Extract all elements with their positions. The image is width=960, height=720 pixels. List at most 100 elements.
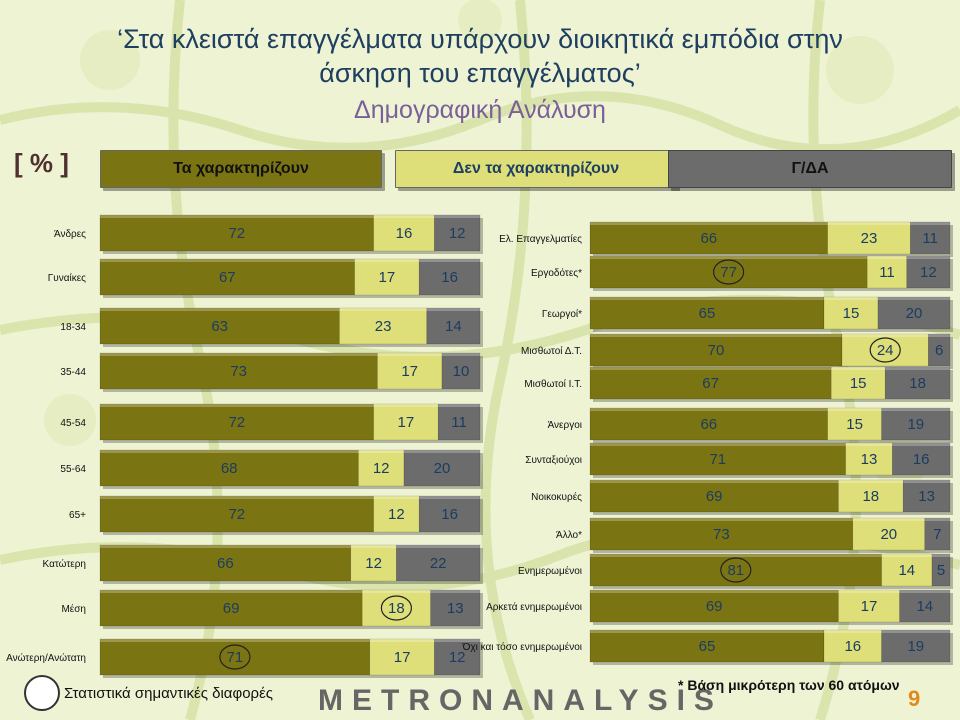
bar-segment bbox=[589, 255, 868, 289]
bar-highlight bbox=[419, 259, 480, 262]
bar-value-label: 23 bbox=[861, 230, 878, 247]
bar-segment bbox=[99, 589, 363, 627]
category-label: 35-44 bbox=[60, 367, 86, 378]
bar-highlight bbox=[590, 518, 853, 521]
category-label: Άλλο* bbox=[556, 530, 582, 541]
bar-value-label: 5 bbox=[937, 562, 945, 579]
bar-value-label: 66 bbox=[700, 416, 717, 433]
bar-highlight bbox=[838, 590, 900, 593]
category-label: Αρκετά ενημερωμένοι bbox=[486, 601, 582, 613]
bar-segment bbox=[99, 214, 374, 252]
page-title-line1: ‘Στα κλειστά επαγγέλματα υπάρχουν διοικη… bbox=[117, 24, 843, 54]
bar-segment bbox=[589, 442, 846, 476]
bar-segment bbox=[373, 495, 420, 533]
bar-value-label: 18 bbox=[862, 488, 879, 505]
bar-segment bbox=[589, 296, 825, 330]
category-label: Νοικοκυρές bbox=[531, 491, 582, 503]
bar-highlight bbox=[590, 554, 882, 557]
bar-value-label: 16 bbox=[844, 638, 861, 655]
bar-highlight bbox=[892, 443, 950, 446]
bar-segment bbox=[881, 407, 951, 441]
bar-highlight bbox=[878, 297, 950, 300]
bar-value-label: 11 bbox=[922, 230, 938, 247]
bar-segment bbox=[589, 407, 828, 441]
bar-highlight bbox=[838, 480, 904, 483]
bar-highlight bbox=[100, 353, 378, 356]
bar-value-label: 12 bbox=[449, 225, 466, 242]
bar-highlight bbox=[910, 222, 950, 225]
bar-highlight bbox=[100, 450, 359, 453]
bar-value-label: 12 bbox=[388, 506, 405, 523]
bar-value-label: 18 bbox=[909, 375, 926, 392]
bar-segment bbox=[931, 553, 951, 587]
bar-highlight bbox=[831, 367, 886, 370]
bar-highlight bbox=[442, 353, 480, 356]
bar-highlight bbox=[404, 450, 480, 453]
bar-segment bbox=[99, 495, 374, 533]
bar-segment bbox=[902, 479, 951, 513]
bar-value-label: 81 bbox=[727, 562, 744, 579]
bar-segment bbox=[823, 629, 882, 663]
category-label: Μέση bbox=[61, 603, 86, 615]
bar-value-label: 68 bbox=[221, 460, 238, 477]
bar-highlight bbox=[903, 480, 950, 483]
bar-highlight bbox=[842, 334, 929, 337]
bar-value-label: 20 bbox=[434, 460, 451, 477]
bar-segment bbox=[866, 255, 908, 289]
bar-highlight bbox=[827, 222, 911, 225]
bar-value-label: 73 bbox=[230, 363, 247, 380]
category-label: Εργοδότες* bbox=[531, 267, 582, 279]
bar-value-label: 71 bbox=[227, 649, 244, 666]
bar-highlight bbox=[100, 496, 374, 499]
bar-value-label: 65 bbox=[699, 305, 716, 322]
bar-highlight bbox=[373, 404, 439, 407]
bar-value-label: 15 bbox=[850, 375, 867, 392]
bar-segment bbox=[99, 258, 355, 296]
bar-segment bbox=[906, 255, 951, 289]
bar-highlight bbox=[373, 496, 420, 499]
bar-value-label: 14 bbox=[445, 318, 462, 335]
significance-legend-label: Στατιστικά σημαντικές διαφορές bbox=[64, 684, 273, 702]
bar-segment bbox=[827, 221, 911, 255]
bar-value-label: 17 bbox=[398, 414, 415, 431]
bar-segment bbox=[589, 221, 828, 255]
bar-value-label: 66 bbox=[217, 555, 234, 572]
bar-segment bbox=[841, 333, 929, 367]
bar-highlight bbox=[426, 308, 480, 311]
bar-highlight bbox=[881, 554, 932, 557]
bar-value-label: 12 bbox=[365, 555, 382, 572]
bar-segment bbox=[884, 366, 951, 400]
bar-highlight bbox=[354, 259, 420, 262]
bar-highlight bbox=[590, 297, 824, 300]
category-label: Άνδρες bbox=[54, 229, 86, 240]
bar-segment bbox=[589, 629, 825, 663]
bar-segment bbox=[899, 589, 951, 623]
bar-highlight bbox=[100, 590, 363, 593]
bar-highlight bbox=[396, 545, 480, 548]
bar-value-label: 17 bbox=[861, 598, 878, 615]
bar-value-label: 14 bbox=[898, 562, 915, 579]
page-number: 9 bbox=[908, 686, 921, 711]
bar-segment bbox=[377, 352, 443, 390]
significance-circle bbox=[219, 644, 251, 670]
bar-highlight bbox=[590, 480, 839, 483]
bar-value-label: 65 bbox=[699, 638, 716, 655]
bar-segment bbox=[99, 352, 378, 390]
bar-value-label: 72 bbox=[228, 225, 245, 242]
category-label: 18-34 bbox=[60, 322, 86, 333]
bar-value-label: 19 bbox=[907, 638, 924, 655]
bar-value-label: 6 bbox=[935, 342, 943, 359]
bar-segment bbox=[418, 495, 481, 533]
significance-circle bbox=[380, 595, 412, 621]
category-label: Άνεργοι bbox=[548, 420, 582, 431]
bar-value-label: 20 bbox=[906, 305, 923, 322]
bar-value-label: 24 bbox=[877, 342, 894, 359]
bar-highlight bbox=[377, 353, 442, 356]
bar-highlight bbox=[906, 256, 950, 259]
bar-segment bbox=[589, 589, 839, 623]
bar-segment bbox=[403, 449, 481, 487]
bar-highlight bbox=[100, 259, 355, 262]
page-subtitle: Δημογραφική Ανάλυση bbox=[354, 96, 606, 124]
bar-segment bbox=[928, 333, 951, 367]
